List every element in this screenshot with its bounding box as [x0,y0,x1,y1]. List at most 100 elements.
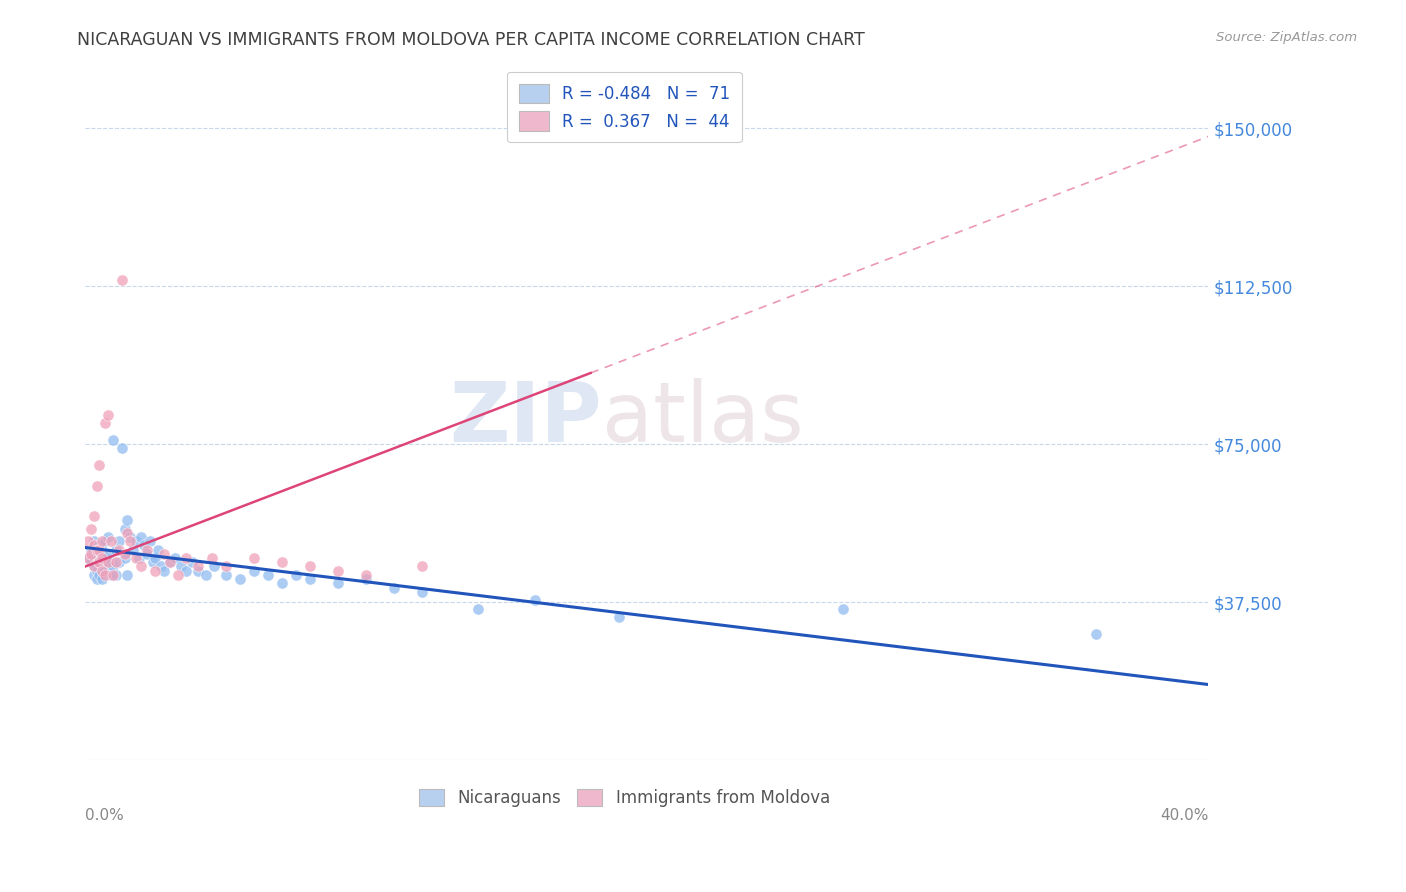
Point [467,601,489,615]
Point [176,551,198,566]
Point [86,479,108,493]
Point [128,551,150,566]
Point [125,551,148,566]
Point [176,564,198,578]
Point [354,572,377,586]
Point [326,576,349,591]
Point [100,568,122,582]
Point [150,559,173,574]
Point [270,576,292,591]
Point [114,522,136,536]
Point [134,538,156,552]
Point [89,555,111,569]
Point [83,559,105,574]
Point [167,568,190,582]
Point [86,564,108,578]
Point [89,538,111,552]
Point [77,551,100,566]
Point [91,564,114,578]
Point [91,551,114,566]
Text: Source: ZipAtlas.com: Source: ZipAtlas.com [1216,31,1357,45]
Point [298,572,321,586]
Point [153,564,176,578]
Point [94,534,117,549]
Point [105,542,128,557]
Point [89,458,111,473]
Point [125,534,148,549]
Point [215,568,238,582]
Point [105,555,128,569]
Point [228,572,250,586]
Point [108,555,131,569]
Point [1085,627,1108,641]
Point [77,534,100,549]
Point [94,564,117,578]
Point [159,555,181,569]
Legend: Nicaraguans, Immigrants from Moldova: Nicaraguans, Immigrants from Moldova [412,782,837,814]
Point [97,530,120,544]
Point [100,555,122,569]
Point [139,534,162,549]
Point [120,530,142,544]
Point [94,568,117,582]
Point [89,555,111,569]
Point [117,513,139,527]
Text: NICARAGUAN VS IMMIGRANTS FROM MOLDOVA PER CAPITA INCOME CORRELATION CHART: NICARAGUAN VS IMMIGRANTS FROM MOLDOVA PE… [77,31,865,49]
Point [117,568,139,582]
Point [80,547,103,561]
Point [77,551,100,566]
Point [100,534,122,549]
Text: 0.0%: 0.0% [86,808,124,823]
Point [86,547,108,561]
Point [97,555,120,569]
Point [97,547,120,561]
Point [117,525,139,540]
Point [80,542,103,557]
Point [256,568,278,582]
Point [142,555,165,569]
Point [131,559,153,574]
Point [411,559,433,574]
Point [242,551,264,566]
Point [153,547,176,561]
Point [80,522,103,536]
Point [148,542,170,557]
Point [111,273,134,287]
Point [204,559,226,574]
Point [91,542,114,557]
Point [83,508,105,523]
Point [89,568,111,582]
Point [284,568,307,582]
Point [111,442,134,456]
Point [83,559,105,574]
Point [187,559,209,574]
Text: ZIP: ZIP [450,378,602,459]
Text: 40.0%: 40.0% [1160,808,1208,823]
Point [523,593,546,607]
Text: atlas: atlas [602,378,804,459]
Point [832,601,855,615]
Point [94,416,117,430]
Point [136,547,159,561]
Point [108,542,131,557]
Point [181,555,204,569]
Point [382,581,405,595]
Point [242,564,264,578]
Point [97,559,120,574]
Point [607,610,630,624]
Point [80,555,103,569]
Point [187,564,209,578]
Point [120,534,142,549]
Point [114,547,136,561]
Point [91,572,114,586]
Point [195,568,218,582]
Point [86,572,108,586]
Point [354,568,377,582]
Point [83,538,105,552]
Point [83,568,105,582]
Point [298,559,321,574]
Point [122,542,145,557]
Point [215,559,238,574]
Point [91,559,114,574]
Point [159,555,181,569]
